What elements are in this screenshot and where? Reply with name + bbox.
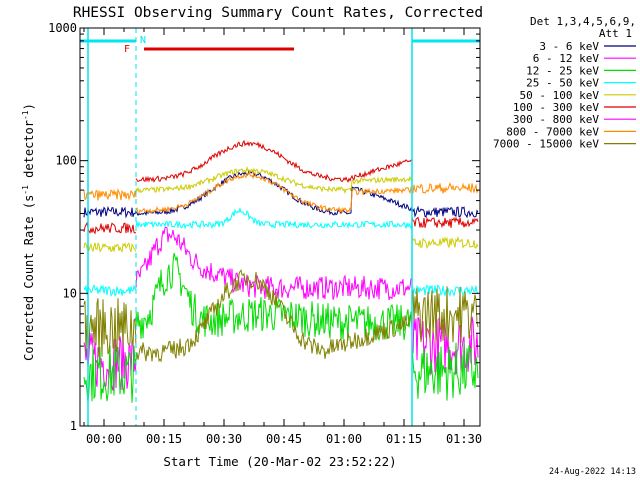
x-tick-label: 01:30 — [446, 432, 482, 446]
night-flag-label: N — [140, 35, 146, 46]
footer-date: 24-Aug-2022 14:13 — [549, 467, 636, 477]
series-segment — [83, 283, 137, 297]
legend-label: 50 - 100 keV — [520, 89, 600, 102]
plot-frame — [79, 27, 481, 427]
series-segment — [83, 298, 137, 357]
series-line — [83, 206, 479, 298]
legend-header-detectors: Det 1,3,4,5,6,9, — [530, 15, 636, 28]
series-segment — [83, 241, 137, 253]
legend-label: 300 - 800 keV — [513, 113, 599, 126]
series-segment — [135, 165, 413, 195]
y-tick-label: 1000 — [48, 21, 77, 35]
series-segment — [135, 252, 413, 342]
x-tick-label: 01:15 — [386, 432, 422, 446]
y-tick-label: 10 — [63, 286, 77, 300]
legend-label: 100 - 300 keV — [513, 101, 599, 114]
x-tick-label: 01:00 — [326, 432, 362, 446]
series-segment — [83, 205, 137, 219]
x-axis-label: Start Time (20-Mar-02 23:52:22) — [163, 454, 396, 469]
orbit-annotations: FN — [80, 28, 481, 426]
series-line — [83, 171, 479, 215]
plot-area — [83, 139, 479, 403]
series-line — [83, 139, 479, 235]
series-line — [83, 165, 479, 253]
series-segment — [411, 182, 479, 194]
series-segment — [135, 226, 413, 300]
legend-label: 7000 - 15000 keV — [493, 138, 599, 151]
y-axis-label: Corrected Count Rate (s-1 detector-1) — [21, 103, 36, 361]
series-segment — [135, 206, 413, 230]
series-segment — [411, 235, 479, 250]
series-segment — [135, 139, 413, 184]
legend-label: 25 - 50 keV — [526, 77, 599, 90]
legend-label: 6 - 12 keV — [533, 52, 600, 65]
legend-label: 3 - 6 keV — [539, 40, 599, 53]
x-axis-ticks: 00:00 00:15 00:30 00:45 01:00 01:15 01:30 — [83, 28, 482, 446]
x-tick-label: 00:45 — [266, 432, 302, 446]
series-line — [83, 252, 479, 403]
series-line — [83, 269, 479, 363]
series-segment — [411, 205, 479, 219]
series-segment — [411, 286, 479, 344]
flare-flag-label: F — [124, 44, 130, 55]
x-tick-label: 00:15 — [146, 432, 182, 446]
legend-label: 800 - 7000 keV — [506, 125, 599, 138]
series-segment — [83, 187, 137, 201]
series-segment — [135, 171, 413, 215]
series-segment — [83, 221, 137, 235]
series-segment — [135, 269, 413, 363]
y-tick-label: 1 — [70, 419, 77, 433]
series-segment — [411, 216, 479, 229]
y-axis-ticks: 1 10 100 1000 — [48, 21, 480, 433]
x-tick-label: 00:00 — [86, 432, 122, 446]
series-segment — [411, 342, 479, 401]
series-segment — [411, 284, 479, 298]
y-tick-label: 100 — [55, 154, 77, 168]
legend-header-attenuator: Att 1 — [599, 27, 632, 40]
legend-label: 12 - 25 keV — [526, 64, 599, 77]
x-tick-label: 00:30 — [206, 432, 242, 446]
chart-title: RHESSI Observing Summary Count Rates, Co… — [73, 5, 483, 21]
